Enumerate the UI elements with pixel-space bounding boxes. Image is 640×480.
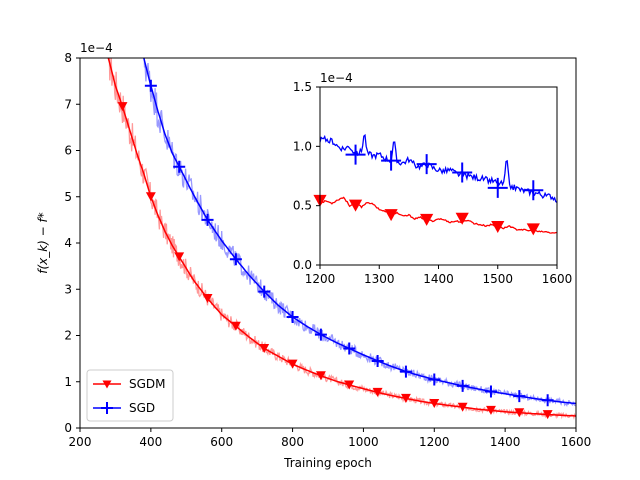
main-sgdm-marker-12 bbox=[457, 402, 468, 412]
main-x-tick-label-1000: 1000 bbox=[348, 435, 379, 449]
inset-y-tick-label-1.5: 1.5 bbox=[293, 80, 312, 94]
inset-plot: 1200 1300 1400 1500 1600 0.0 0.5 1.0 1.5 1e−4 bbox=[293, 71, 572, 286]
main-sgd-marker-11 bbox=[456, 379, 469, 392]
main-marker-layer bbox=[117, 79, 554, 420]
main-sgdm-marker-10 bbox=[400, 393, 411, 403]
main-sgdm-marker-2 bbox=[174, 252, 185, 262]
main-sgd-marker-6 bbox=[314, 328, 327, 341]
main-sgd-marker-9 bbox=[399, 365, 412, 378]
inset-sgdm-marker-3 bbox=[420, 213, 434, 226]
main-sgd-marker-14 bbox=[541, 394, 554, 407]
main-y-tick-label-1: 1 bbox=[64, 375, 72, 389]
main-series-layer bbox=[107, 58, 576, 420]
inset-plot-area bbox=[320, 87, 557, 265]
inset-sgd-marker-1 bbox=[381, 150, 402, 171]
main-sgdm-marker-6 bbox=[287, 359, 298, 369]
inset-y-tick-label-0: 0.0 bbox=[293, 258, 312, 272]
y-axis-label: f(x_k) − f* bbox=[36, 212, 50, 274]
main-sgdm-marker-9 bbox=[372, 387, 383, 397]
main-sgdm-marker-14 bbox=[514, 408, 525, 418]
main-y-tick-label-3: 3 bbox=[64, 282, 72, 296]
inset-y-axis: 0.0 0.5 1.0 1.5 bbox=[293, 80, 320, 272]
main-y-tick-label-2: 2 bbox=[64, 329, 72, 343]
main-sgd-marker-4 bbox=[258, 285, 271, 298]
main-x-tick-label-600: 600 bbox=[210, 435, 233, 449]
main-y-tick-label-6: 6 bbox=[64, 144, 72, 158]
inset-y-tick-label-1: 1.0 bbox=[293, 139, 312, 153]
main-x-tick-label-400: 400 bbox=[139, 435, 162, 449]
inset-sgd-marker-4 bbox=[487, 177, 508, 198]
legend-sgdm-label: SGDM bbox=[129, 377, 166, 391]
main-sgdm-marker-4 bbox=[230, 321, 241, 331]
inset-y-offset-text: 1e−4 bbox=[320, 71, 353, 85]
inset-sgd-marker-5 bbox=[523, 180, 544, 201]
main-sgdm-marker-13 bbox=[486, 405, 496, 415]
inset-sgdm-line bbox=[320, 196, 557, 234]
main-x-tick-label-200: 200 bbox=[69, 435, 92, 449]
inset-sgdm-marker-6 bbox=[526, 223, 540, 236]
main-sgd-marker-1 bbox=[173, 160, 186, 173]
main-y-axis: 0 1 2 3 4 5 6 7 8 bbox=[64, 51, 80, 435]
main-y-offset-text: 1e−4 bbox=[80, 41, 113, 55]
inset-sgdm-marker-5 bbox=[491, 221, 505, 234]
main-sgdm-marker-11 bbox=[429, 398, 440, 408]
main-x-tick-label-1600: 1600 bbox=[561, 435, 592, 449]
main-sgdm-marker-0 bbox=[117, 102, 128, 112]
inset-x-tick-label-1500: 1500 bbox=[482, 272, 513, 286]
legend: SGDM SGD bbox=[86, 369, 174, 422]
inset-sgd-line bbox=[320, 133, 557, 204]
inset-sgdm-marker-2 bbox=[384, 209, 398, 222]
inset-sgd-marker-2 bbox=[416, 154, 437, 175]
inset-x-tick-label-1600: 1600 bbox=[542, 272, 573, 286]
main-sgd-marker-3 bbox=[229, 253, 242, 266]
main-y-tick-label-8: 8 bbox=[64, 51, 72, 65]
main-sgdm-line bbox=[107, 58, 576, 417]
main-x-tick-label-800: 800 bbox=[281, 435, 304, 449]
inset-x-axis: 1200 1300 1400 1500 1600 bbox=[305, 265, 573, 286]
main-x-tick-label-1200: 1200 bbox=[419, 435, 450, 449]
main-sgd-marker-5 bbox=[286, 311, 299, 323]
main-y-tick-label-7: 7 bbox=[64, 97, 72, 111]
main-sgdm-marker-8 bbox=[344, 380, 355, 390]
main-sgd-marker-0 bbox=[144, 79, 157, 92]
inset-series-layer bbox=[320, 133, 557, 234]
inset-x-tick-label-1200: 1200 bbox=[305, 272, 336, 286]
main-sgd-marker-2 bbox=[201, 213, 214, 226]
main-x-tick-label-1400: 1400 bbox=[490, 435, 521, 449]
main-y-tick-label-5: 5 bbox=[64, 190, 72, 204]
main-sgdm-marker-15 bbox=[542, 410, 553, 420]
inset-x-tick-label-1300: 1300 bbox=[364, 272, 395, 286]
main-sgdm-marker-3 bbox=[202, 294, 213, 303]
main-sgdm-marker-7 bbox=[315, 371, 326, 381]
main-sgd-marker-8 bbox=[371, 354, 384, 367]
main-sgd-line bbox=[143, 58, 576, 405]
inset-sgd-marker-0 bbox=[345, 144, 366, 165]
inset-x-tick-label-1400: 1400 bbox=[423, 272, 454, 286]
main-sgd-marker-13 bbox=[513, 390, 526, 403]
main-x-axis: 200 400 600 800 1000 1200 1400 1600 bbox=[69, 428, 592, 449]
main-sgd-marker-7 bbox=[343, 342, 356, 355]
inset-sgd-marker-3 bbox=[452, 162, 473, 183]
inset-y-tick-label-0.5: 0.5 bbox=[293, 199, 312, 213]
legend-sgd-marker bbox=[101, 402, 113, 414]
legend-sgd-label: SGD bbox=[129, 401, 155, 415]
legend-sgdm-marker bbox=[102, 380, 112, 389]
main-y-tick-label-4: 4 bbox=[64, 236, 72, 250]
x-axis-label: Training epoch bbox=[283, 456, 372, 470]
main-sgdm-marker-1 bbox=[145, 192, 156, 202]
main-y-tick-label-0: 0 bbox=[64, 421, 72, 435]
main-sgdm-marker-5 bbox=[259, 343, 270, 353]
main-sgd-marker-12 bbox=[484, 385, 497, 398]
inset-sgdm-marker-1 bbox=[348, 199, 363, 212]
main-sgd-marker-10 bbox=[428, 373, 441, 386]
inset-sgdm-marker-4 bbox=[455, 212, 469, 225]
